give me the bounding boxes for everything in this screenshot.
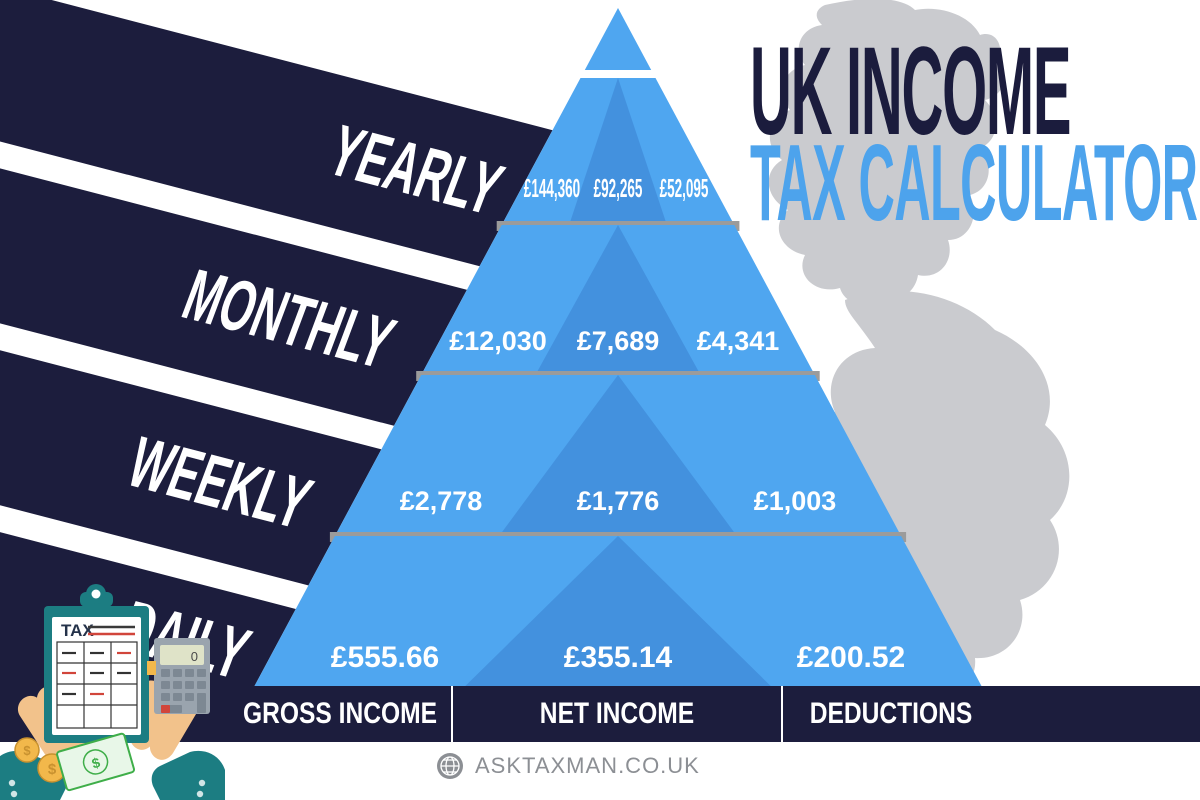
- svg-text:ASKTAXMAN.CO.UK: ASKTAXMAN.CO.UK: [475, 753, 700, 778]
- svg-text:£2,778: £2,778: [400, 486, 483, 516]
- svg-text:£355.14: £355.14: [564, 641, 673, 674]
- svg-text:£144,360: £144,360: [524, 174, 580, 203]
- svg-text:£200.52: £200.52: [797, 641, 905, 674]
- svg-text:£1,776: £1,776: [577, 486, 660, 516]
- svg-text:GROSS INCOME: GROSS INCOME: [243, 696, 437, 730]
- svg-text:£7,689: £7,689: [577, 326, 660, 356]
- svg-text:£92,265: £92,265: [594, 174, 643, 203]
- svg-text:£555.66: £555.66: [331, 641, 439, 674]
- svg-text:£4,341: £4,341: [697, 326, 780, 356]
- svg-text:TAX: TAX: [61, 621, 94, 640]
- svg-text:£52,095: £52,095: [660, 174, 709, 203]
- svg-text:$: $: [23, 743, 31, 758]
- svg-text:£1,003: £1,003: [754, 486, 837, 516]
- svg-text:0: 0: [191, 649, 198, 664]
- svg-text:NET INCOME: NET INCOME: [540, 696, 694, 730]
- svg-text:DEDUCTIONS: DEDUCTIONS: [810, 696, 973, 730]
- svg-text:£12,030: £12,030: [449, 326, 547, 356]
- svg-text:TAX CALCULATOR: TAX CALCULATOR: [750, 121, 1197, 243]
- svg-text:$: $: [48, 761, 57, 778]
